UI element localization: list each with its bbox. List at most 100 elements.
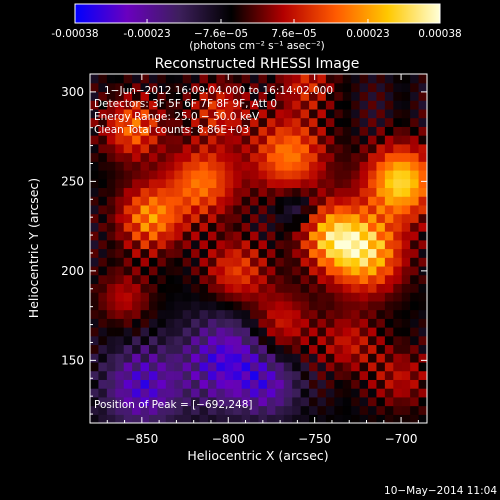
heatmap-cell bbox=[241, 187, 251, 197]
heatmap-cell bbox=[351, 327, 361, 337]
heatmap-cell bbox=[233, 292, 243, 302]
heatmap-cell bbox=[191, 248, 201, 258]
heatmap-cell bbox=[140, 396, 150, 407]
heatmap-cell bbox=[140, 100, 150, 110]
heatmap-cell bbox=[224, 292, 234, 302]
heatmap-cell bbox=[182, 353, 192, 363]
heatmap-cell bbox=[283, 335, 293, 346]
heatmap-cell bbox=[241, 414, 251, 423]
heatmap-cell bbox=[165, 405, 175, 415]
heatmap-cell bbox=[148, 161, 158, 171]
heatmap-cell bbox=[98, 100, 108, 110]
heatmap-cell bbox=[342, 370, 352, 380]
heatmap-cell bbox=[359, 135, 369, 145]
heatmap-cell bbox=[258, 405, 268, 415]
heatmap-cell bbox=[342, 108, 352, 119]
colorbar-ticks: -0.00038 -0.00023 −7.6e−05 7.6e−05 0.00023 0.… bbox=[51, 19, 462, 40]
heatmap-cell bbox=[292, 388, 302, 398]
heatmap-cell bbox=[165, 327, 175, 337]
heatmap-cell bbox=[309, 405, 319, 415]
heatmap-cell bbox=[317, 292, 327, 302]
heatmap-cell bbox=[266, 370, 276, 380]
heatmap-cell bbox=[106, 239, 116, 250]
heatmap-cell bbox=[317, 248, 327, 258]
heatmap-cell bbox=[191, 108, 201, 119]
heatmap-cell bbox=[115, 91, 125, 101]
heatmap-cell bbox=[241, 100, 251, 110]
heatmap-cell bbox=[309, 91, 319, 101]
heatmap-cell bbox=[106, 187, 116, 197]
heatmap-cell bbox=[351, 405, 361, 415]
heatmap-cell bbox=[300, 414, 310, 423]
heatmap-cell bbox=[359, 379, 369, 389]
heatmap-cell bbox=[207, 300, 217, 311]
heatmap-cell bbox=[359, 100, 369, 110]
heatmap-cell bbox=[266, 117, 276, 127]
heatmap-cell bbox=[115, 196, 125, 206]
heatmap-cell bbox=[115, 292, 125, 302]
heatmap-cell bbox=[359, 222, 369, 232]
heatmap-cell bbox=[224, 108, 234, 119]
heatmap-cell bbox=[418, 222, 427, 232]
heatmap-cell bbox=[241, 169, 251, 180]
heatmap-cell bbox=[300, 187, 310, 197]
heatmap-cell bbox=[182, 239, 192, 250]
heatmap-cell bbox=[351, 283, 361, 293]
x-tick-label: −850 bbox=[125, 432, 158, 446]
heatmap-cell bbox=[368, 265, 378, 276]
heatmap-cell bbox=[292, 405, 302, 415]
heatmap-cell bbox=[300, 178, 310, 189]
heatmap-cell bbox=[317, 74, 327, 84]
heatmap-cell bbox=[250, 135, 260, 145]
heatmap-cell bbox=[241, 204, 251, 215]
heatmap-cell bbox=[174, 231, 184, 241]
heatmap-cell bbox=[334, 74, 344, 84]
heatmap-cell bbox=[182, 117, 192, 127]
heatmap-cell bbox=[148, 231, 158, 241]
heatmap-cell bbox=[132, 91, 142, 101]
heatmap-cell bbox=[266, 379, 276, 389]
heatmap-cell bbox=[250, 178, 260, 189]
heatmap-cell bbox=[376, 379, 386, 389]
heatmap-cell bbox=[359, 265, 369, 276]
heatmap-cell bbox=[148, 222, 158, 232]
heatmap-cell bbox=[165, 370, 175, 380]
heatmap-cell bbox=[165, 187, 175, 197]
heatmap-cell bbox=[165, 379, 175, 389]
heatmap-cell bbox=[182, 100, 192, 110]
heatmap-cell bbox=[90, 361, 100, 372]
heatmap-cell bbox=[106, 414, 116, 423]
heatmap-cell bbox=[140, 231, 150, 241]
heatmap-cell bbox=[140, 152, 150, 162]
heatmap-cell bbox=[241, 292, 251, 302]
heatmap-cell bbox=[148, 108, 158, 119]
heatmap-cell bbox=[191, 405, 201, 415]
heatmap-cell bbox=[393, 178, 403, 189]
heatmap-cell bbox=[292, 300, 302, 311]
heatmap-cell bbox=[174, 178, 184, 189]
heatmap-cell bbox=[98, 300, 108, 311]
heatmap-cell bbox=[98, 178, 108, 189]
heatmap-cell bbox=[266, 353, 276, 363]
heatmap-cell bbox=[98, 335, 108, 346]
heatmap-cell bbox=[132, 300, 142, 311]
heatmap-cell bbox=[90, 274, 100, 284]
heatmap-cell bbox=[157, 117, 167, 127]
heatmap-cell bbox=[266, 222, 276, 232]
heatmap-cell bbox=[106, 143, 116, 154]
heatmap-cell bbox=[359, 283, 369, 293]
heatmap-cell bbox=[199, 318, 209, 328]
heatmap-cell bbox=[224, 91, 234, 101]
heatmap-cell bbox=[174, 327, 184, 337]
heatmap-cell bbox=[132, 405, 142, 415]
heatmap-cell bbox=[275, 396, 285, 407]
heatmap-cell bbox=[325, 187, 335, 197]
heatmap-cell bbox=[384, 74, 394, 84]
heatmap-cell bbox=[199, 169, 209, 180]
heatmap-cell bbox=[410, 353, 420, 363]
heatmap-cell bbox=[140, 361, 150, 372]
heatmap-cell bbox=[393, 126, 403, 136]
heatmap-cell bbox=[368, 318, 378, 328]
heatmap-cell bbox=[106, 213, 116, 223]
heatmap-cell bbox=[106, 396, 116, 407]
